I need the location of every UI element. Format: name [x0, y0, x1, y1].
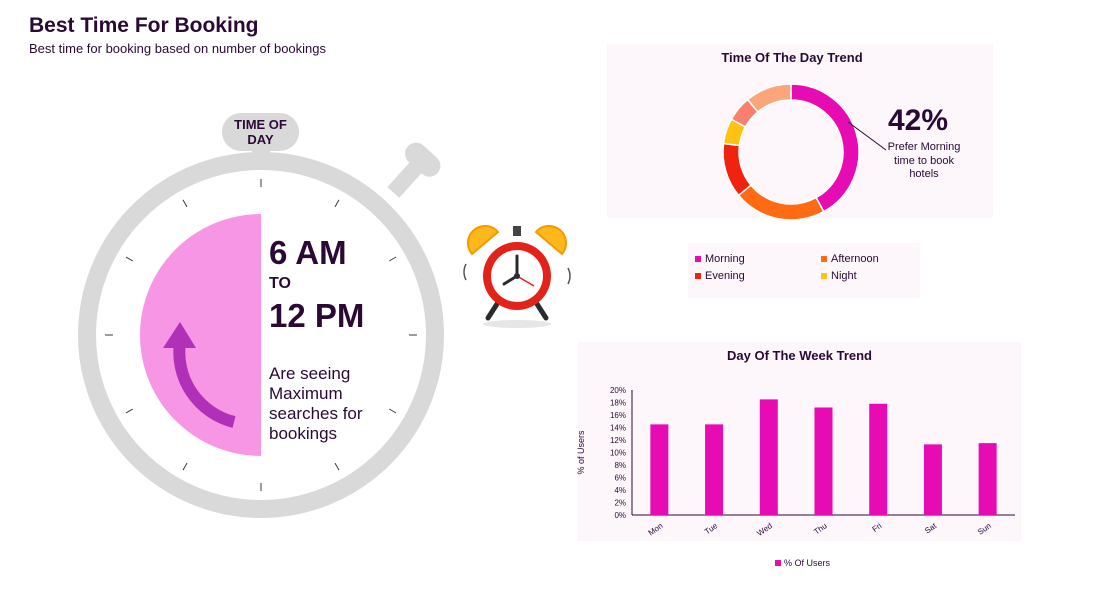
- y-tick-label: 10%: [610, 449, 626, 458]
- time-of-day-donut-chart: [722, 83, 887, 221]
- y-tick-label: 2%: [614, 499, 626, 508]
- y-tick-label: 20%: [610, 386, 626, 395]
- stopwatch-tick: [334, 199, 340, 208]
- x-tick-label: Sat: [923, 521, 939, 536]
- stopwatch-graphic: [78, 113, 444, 518]
- page-subtitle: Best time for booking based on number of…: [29, 41, 327, 56]
- x-tick-label: Wed: [755, 521, 774, 538]
- legend-swatch-users: [775, 560, 781, 566]
- y-tick-label: 4%: [614, 486, 626, 495]
- range-start: 6 AM: [269, 234, 347, 271]
- day-of-week-bar-chart: 0% 2% 4% 6% 8% 10% 12% 14% 16% 18% 20% % of Users Mo…: [576, 386, 1015, 538]
- stopwatch-tick: [182, 462, 188, 471]
- arrow-head-icon: [163, 322, 196, 348]
- x-tick-label: Sun: [976, 521, 993, 537]
- time-of-day-legend: Morning Afternoon Evening Night: [688, 243, 920, 298]
- legend-label-night: Night: [831, 270, 857, 282]
- bar-sat: [923, 444, 942, 515]
- legend-item-evening: Evening: [695, 270, 745, 282]
- stopwatch-tick: [388, 256, 397, 262]
- stopwatch-tick: [182, 199, 188, 208]
- donut-callout-line: [847, 121, 887, 151]
- bar-tue: [705, 424, 724, 515]
- day-of-week-legend: % Of Users: [775, 558, 830, 568]
- time-of-day-pill: [222, 113, 299, 151]
- range-description: Are seeing Maximum searches for bookings: [269, 364, 363, 443]
- legend-label-evening: Evening: [705, 270, 745, 282]
- x-tick-label: Mon: [647, 521, 665, 537]
- legend-item-night: Night: [821, 270, 857, 282]
- stopwatch-highlight-sector: [140, 214, 261, 456]
- y-tick-label: 0%: [614, 511, 626, 520]
- time-of-day-panel: [607, 44, 993, 218]
- alarm-clock-icon: [463, 225, 571, 328]
- legend-label-afternoon: Afternoon: [831, 253, 879, 265]
- stopwatch-tick: [334, 462, 340, 471]
- stopwatch-tick: [125, 256, 134, 262]
- stopwatch-tick: [125, 408, 134, 414]
- donut-slice-other-5: [746, 83, 792, 113]
- range-end: 12 PM: [269, 297, 365, 334]
- stopwatch-tick: [388, 408, 397, 414]
- y-tick-label: 14%: [610, 424, 626, 433]
- x-tick-label: Thu: [812, 521, 828, 536]
- legend-swatch-afternoon: [821, 256, 827, 262]
- legend-item-afternoon: Afternoon: [821, 253, 879, 265]
- arrow-icon: [173, 341, 236, 428]
- morning-share-value: 42%: [888, 104, 949, 137]
- bar-wed: [759, 399, 778, 515]
- y-tick-label: 16%: [610, 411, 626, 420]
- y-tick-label: 18%: [610, 399, 626, 408]
- y-tick-label: 8%: [614, 461, 626, 470]
- bar-sun: [978, 443, 997, 515]
- range-to: TO: [269, 275, 291, 292]
- donut-slice-evening: [722, 142, 752, 197]
- day-of-week-title: Day Of The Week Trend: [727, 348, 872, 363]
- legend-label-users: % Of Users: [784, 558, 831, 568]
- legend-swatch-evening: [695, 273, 701, 279]
- y-tick-label: 6%: [614, 474, 626, 483]
- legend-swatch-night: [821, 273, 827, 279]
- x-tick-label: Fri: [871, 521, 884, 534]
- x-tick-label: Tue: [703, 521, 720, 536]
- time-of-day-label: TIME OF DAY: [234, 117, 287, 147]
- page-title: Best Time For Booking: [29, 14, 259, 37]
- legend-item-morning: Morning: [695, 253, 745, 265]
- legend-swatch-morning: [695, 256, 701, 262]
- bar-thu: [814, 407, 833, 515]
- bar-fri: [869, 403, 888, 515]
- y-axis-label: % of Users: [576, 430, 586, 475]
- donut-slice-morning: [790, 83, 860, 213]
- morning-share-note: Prefer Morning time to book hotels: [887, 141, 961, 180]
- legend-label-morning: Morning: [705, 253, 745, 265]
- bar-mon: [650, 424, 669, 515]
- y-tick-label: 12%: [610, 436, 626, 445]
- donut-slice-afternoon: [737, 184, 825, 221]
- time-of-day-title: Time Of The Day Trend: [721, 50, 863, 65]
